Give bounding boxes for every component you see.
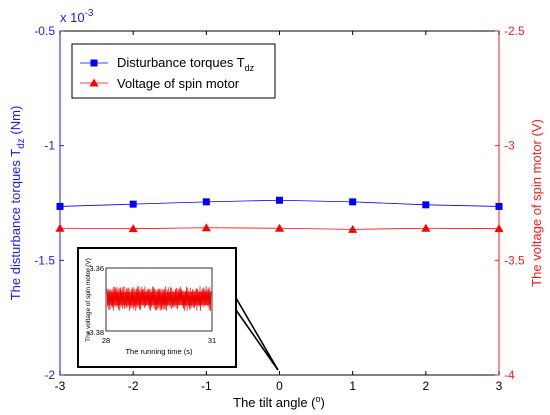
inset-pointer-lower xyxy=(235,297,279,371)
x-tick-label: -2 xyxy=(128,379,139,393)
left-tick-label: -1.5 xyxy=(34,253,55,267)
x-tick-label: 2 xyxy=(422,379,429,393)
left-tick-label: -2 xyxy=(44,368,55,382)
torque-point xyxy=(422,201,430,209)
x-tick-label: -1 xyxy=(201,379,212,393)
right-tick-label: -4 xyxy=(504,368,515,382)
left-tick-label: -0.5 xyxy=(34,24,55,38)
x-axis-ticks: -3 -2 -1 0 1 2 3 xyxy=(55,31,503,393)
inset-voltage-signal xyxy=(106,285,212,312)
x-tick-label: 3 xyxy=(496,379,503,393)
torque-point xyxy=(202,198,210,206)
inset-xlabel: The running time (s) xyxy=(125,347,193,356)
torque-point xyxy=(276,196,283,204)
left-axis-ticks: -0.5 -1 -1.5 -2 xyxy=(34,24,64,382)
legend: Disturbance torques Tdz Voltage of spin … xyxy=(71,43,276,99)
torque-point xyxy=(349,198,357,206)
inset-pointer-upper xyxy=(235,309,279,371)
series-voltage-spin-motor xyxy=(55,223,504,233)
left-tick-label: -1 xyxy=(44,139,55,153)
voltage-point xyxy=(201,223,211,232)
torque-point xyxy=(495,202,503,210)
voltage-point xyxy=(348,224,358,233)
torque-point xyxy=(129,200,137,208)
inset: -3.36 -3.38 28 31 The running time (s) T… xyxy=(77,247,279,371)
voltage-point xyxy=(275,223,284,232)
legend-label-voltage: Voltage of spin motor xyxy=(117,76,240,91)
series-disturbance-torques xyxy=(56,196,503,210)
inset-ytick-top: -3.36 xyxy=(87,264,104,273)
right-tick-label: -3.5 xyxy=(504,253,525,267)
voltage-point xyxy=(421,223,431,232)
right-tick-label: -3 xyxy=(504,139,515,153)
voltage-point xyxy=(55,223,65,232)
inset-ylabel: The voltage of spin motor (V) xyxy=(85,258,92,342)
legend-marker-voltage xyxy=(89,78,99,87)
voltage-point xyxy=(494,224,504,233)
voltage-point xyxy=(128,224,138,233)
legend-label-torque: Disturbance torques Tdz xyxy=(117,55,255,73)
legend-marker-torque xyxy=(90,59,98,67)
x-tick-label: -3 xyxy=(55,379,66,393)
x-axis-label: The tilt angle (o) xyxy=(233,394,325,410)
inset-ytick-bottom: -3.38 xyxy=(87,328,104,337)
right-axis-label: The voltage of spin motor (V) xyxy=(529,119,544,287)
x-tick-label: 1 xyxy=(349,379,356,393)
left-axis-exponent: x 10-3 xyxy=(60,8,94,25)
inset-signal-band xyxy=(107,292,211,305)
legend-box xyxy=(71,43,276,99)
inset-xtick-right: 31 xyxy=(208,336,216,345)
torque-point xyxy=(56,202,64,210)
right-tick-label: -2.5 xyxy=(504,24,525,38)
right-axis-ticks: -2.5 -3 -3.5 -4 xyxy=(495,24,525,382)
inset-xtick-left: 28 xyxy=(102,336,110,345)
x-tick-label: 0 xyxy=(276,379,283,393)
left-axis-label: The disturbance torques Tdz (Nm) xyxy=(8,106,27,301)
